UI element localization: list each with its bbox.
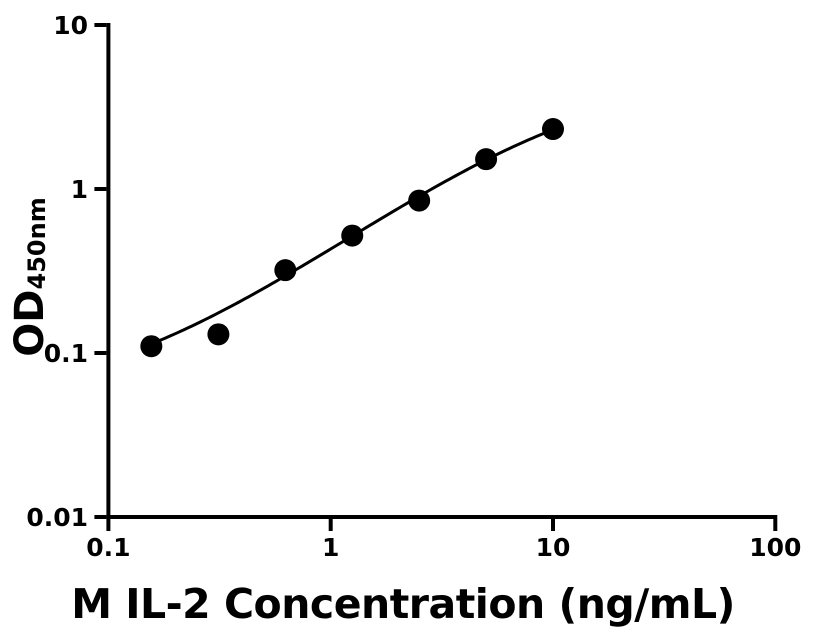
- y-axis-title: OD450nm: [7, 197, 53, 356]
- y-tick-label: 0.1: [44, 339, 88, 368]
- x-tick-label: 100: [749, 533, 801, 562]
- data-point: [408, 189, 431, 212]
- x-tick-label: 10: [536, 533, 571, 562]
- data-point: [274, 259, 297, 282]
- y-tick-label: 1: [71, 175, 88, 204]
- data-point: [207, 323, 230, 346]
- y-tick-label: 0.01: [26, 503, 88, 532]
- x-tick-label: 1: [322, 533, 339, 562]
- y-axis-title-subscript: 450nm: [23, 197, 51, 290]
- x-tick-label: 0.1: [86, 533, 130, 562]
- data-point: [341, 224, 364, 247]
- y-tick-label: 10: [53, 11, 88, 40]
- data-point: [475, 148, 498, 171]
- x-axis-title: M IL-2 Concentration (ng/mL): [71, 580, 735, 628]
- data-point: [542, 118, 564, 141]
- data-point: [140, 335, 163, 358]
- y-axis-title-main: OD: [7, 289, 53, 357]
